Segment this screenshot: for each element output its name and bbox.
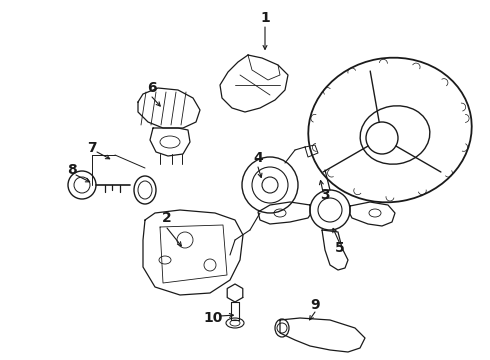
Text: 4: 4: [253, 151, 263, 165]
Text: 3: 3: [320, 188, 330, 202]
Text: 6: 6: [147, 81, 157, 95]
Text: 5: 5: [335, 241, 345, 255]
Text: 1: 1: [260, 11, 270, 25]
Text: 7: 7: [87, 141, 97, 155]
Text: 10: 10: [203, 311, 222, 325]
Text: 9: 9: [310, 298, 320, 312]
Text: 2: 2: [162, 211, 172, 225]
Text: 8: 8: [67, 163, 77, 177]
